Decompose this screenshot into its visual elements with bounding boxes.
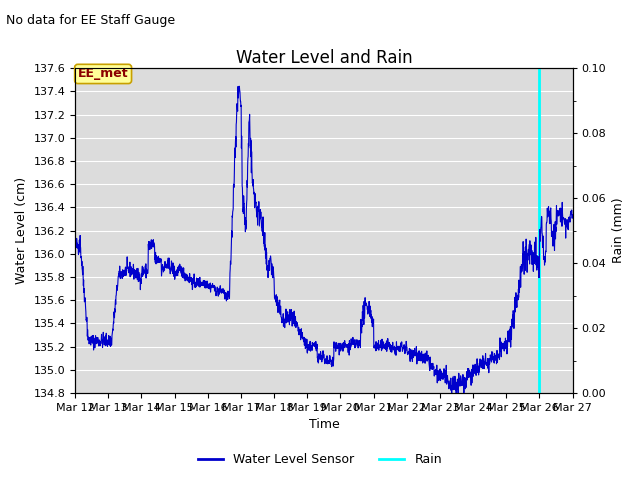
Y-axis label: Water Level (cm): Water Level (cm) <box>15 177 28 284</box>
Title: Water Level and Rain: Water Level and Rain <box>236 48 412 67</box>
Legend: Water Level Sensor, Rain: Water Level Sensor, Rain <box>193 448 447 471</box>
X-axis label: Time: Time <box>308 419 339 432</box>
Text: EE_met: EE_met <box>78 68 129 81</box>
Y-axis label: Rain (mm): Rain (mm) <box>612 198 625 264</box>
Text: No data for EE Staff Gauge: No data for EE Staff Gauge <box>6 14 175 27</box>
